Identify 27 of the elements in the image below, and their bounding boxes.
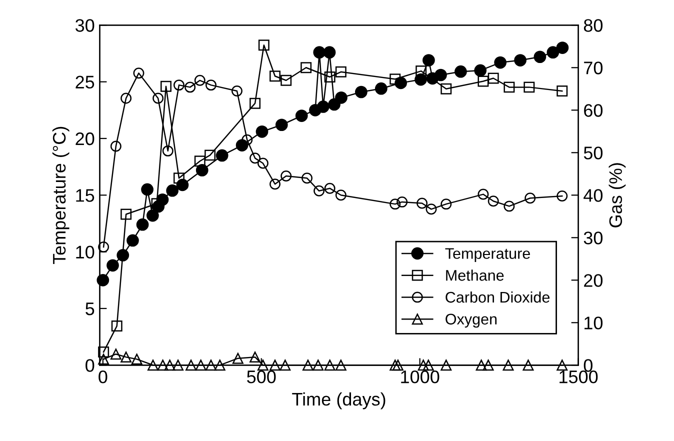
legend-label: Methane [446, 270, 504, 281]
legend-label: Oxygen [446, 314, 497, 328]
y2-tick-label: 30 [584, 232, 603, 244]
y2-tick-label: 40 [584, 189, 603, 202]
y2-tick-label: 20 [584, 274, 603, 287]
y-tick-label: 10 [76, 246, 94, 259]
y2-tick-label: 60 [584, 104, 603, 117]
y2-tick-label: 0 [584, 359, 592, 372]
y-tick-label: 0 [86, 359, 94, 372]
y-tick-label: 20 [76, 132, 94, 146]
y2-axis-title: Gas (%) [608, 163, 626, 228]
x-tick-label: 1000 [401, 370, 440, 384]
legend-label: Temperature [445, 248, 530, 262]
legend-label: Carbon Dioxide [446, 291, 550, 303]
x-tick-label: 1500 [560, 370, 598, 384]
y-axis-title: Temperature (°C) [52, 126, 70, 264]
y-tick-label: 30 [76, 19, 94, 32]
x-axis-title: Time (days) [292, 392, 386, 410]
y-tick-label: 5 [86, 302, 94, 316]
x-tick-label: 0 [98, 370, 108, 384]
y2-tick-label: 70 [584, 62, 603, 74]
y2-tick-label: 50 [584, 146, 603, 160]
y-tick-label: 15 [76, 189, 94, 202]
y2-tick-label: 80 [584, 19, 603, 32]
x-tick-label: 500 [247, 370, 276, 384]
y-tick-label: 25 [76, 76, 94, 89]
y2-tick-label: 10 [584, 316, 603, 330]
